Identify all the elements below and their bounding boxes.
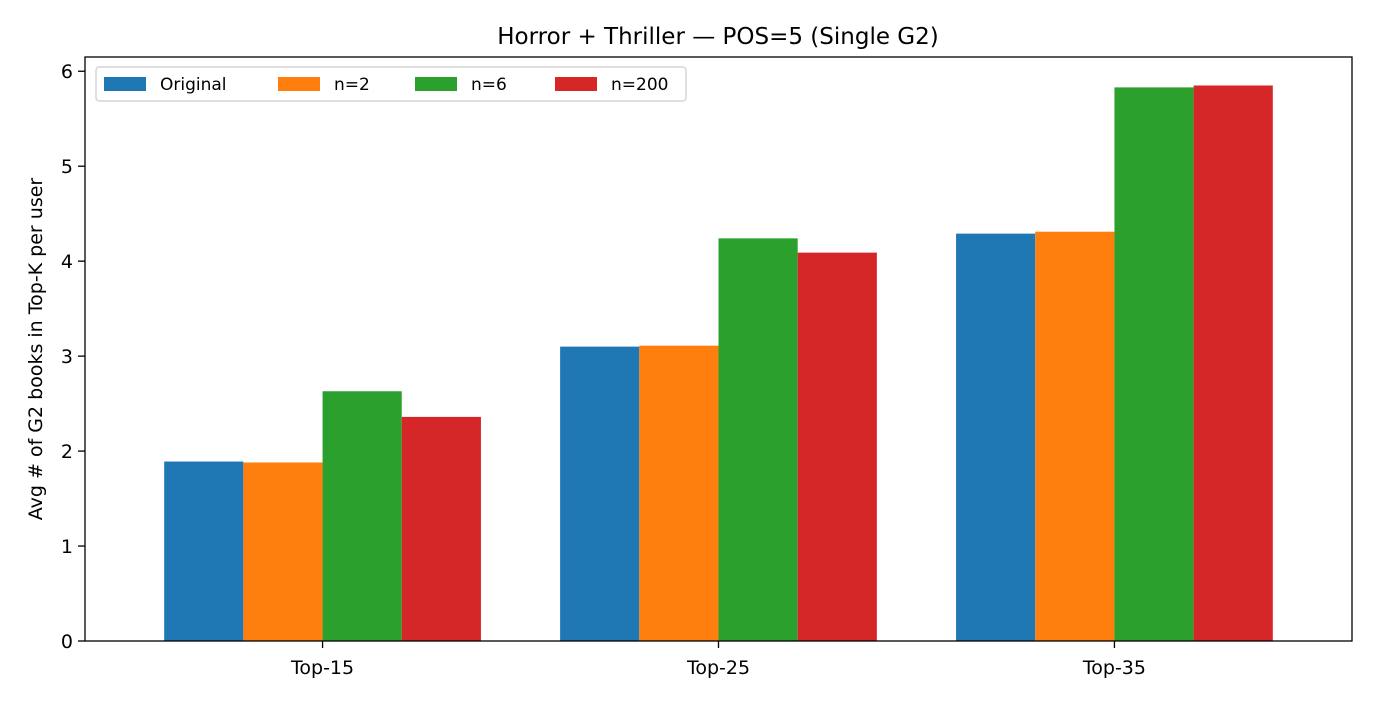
bar-4-3 (1193, 85, 1273, 642)
bar-3-1 (322, 391, 402, 641)
bar-3-3 (1114, 87, 1194, 642)
legend-label: n=6 (471, 75, 507, 95)
bar-4-2 (797, 252, 877, 641)
bar-3-2 (718, 238, 798, 641)
y-tick-label: 0 (61, 631, 73, 653)
bar-4-1 (401, 416, 481, 641)
legend-swatch (104, 77, 146, 91)
legend-swatch (415, 77, 457, 91)
legend-label: n=200 (611, 75, 668, 95)
y-tick-label: 1 (61, 536, 73, 558)
legend-swatch (555, 77, 597, 91)
y-axis-label: Avg # of G2 books in Top-K per user (25, 178, 47, 521)
bars-layer (164, 85, 1273, 642)
bar-2-3 (1035, 231, 1115, 641)
chart-title: Horror + Thriller — POS=5 (Single G2) (497, 24, 938, 50)
legend-label: n=2 (334, 75, 370, 95)
legend-swatch (278, 77, 320, 91)
legend: Original n=2 n=6 n=200 (95, 66, 687, 102)
legend-box (95, 66, 687, 102)
bar-2-1 (243, 462, 323, 641)
y-tick-label: 3 (61, 346, 73, 368)
x-tick-label: Top-35 (1082, 657, 1146, 679)
plot-frame (84, 56, 1353, 642)
x-tick-label: Top-25 (686, 657, 750, 679)
bar-1-2 (560, 346, 640, 641)
y-tick-label: 4 (61, 251, 73, 273)
bar-1-1 (164, 461, 244, 641)
bar-1-3 (956, 233, 1036, 641)
legend-label: Original (160, 75, 227, 95)
ticks-layer: Top-15 Top-25 Top-35 0 1 2 3 4 5 6 (61, 61, 1146, 679)
bar-2-2 (639, 345, 719, 641)
x-tick-label: Top-15 (290, 657, 354, 679)
y-tick-label: 6 (61, 61, 73, 83)
y-tick-label: 2 (61, 441, 73, 463)
y-tick-label: 5 (61, 156, 73, 178)
